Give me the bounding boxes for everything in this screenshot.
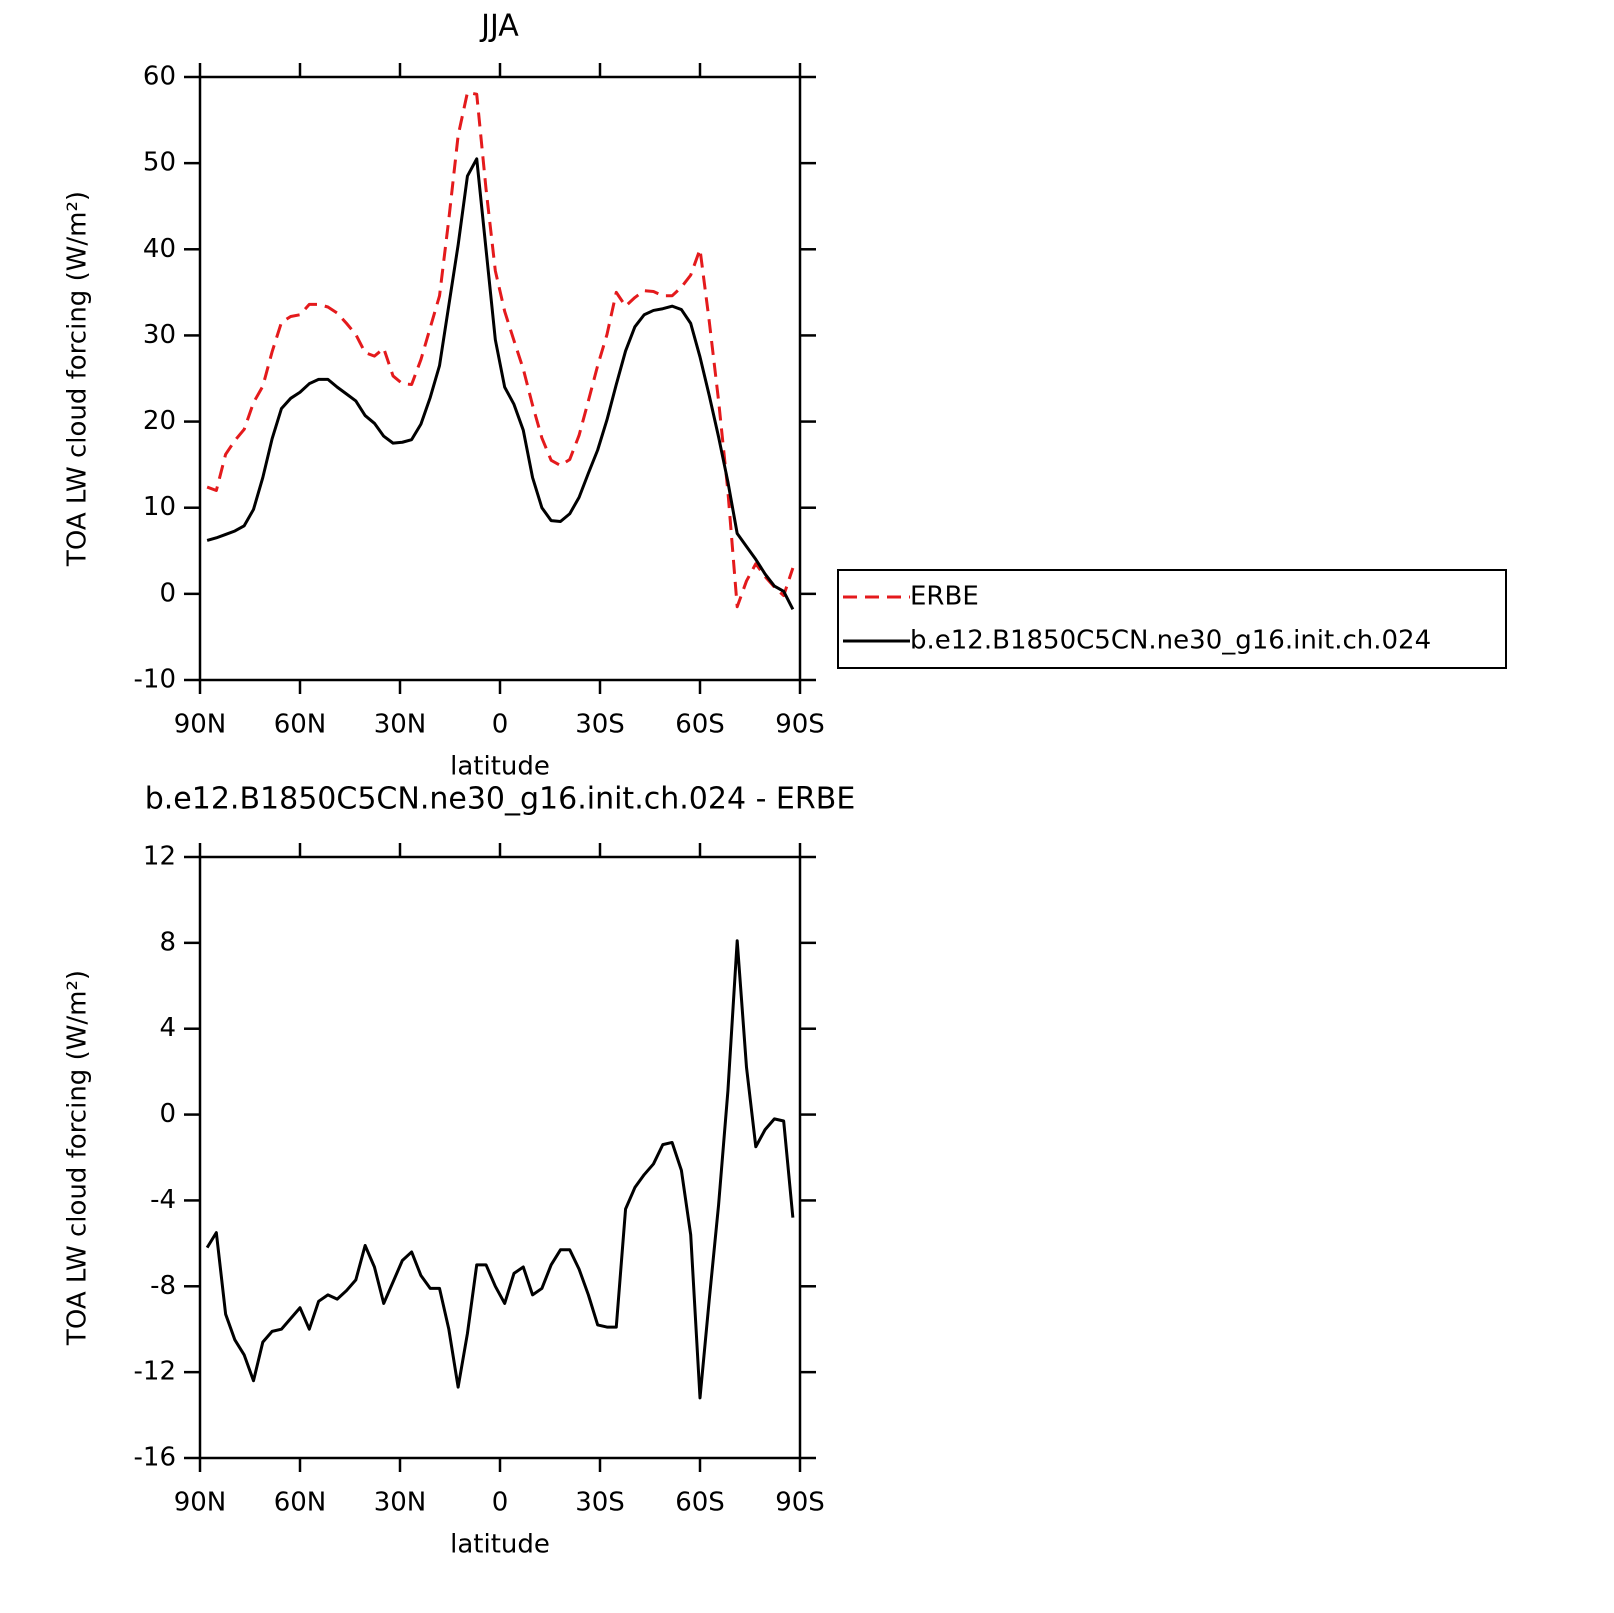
- x-tick-label: 0: [492, 1488, 509, 1518]
- x-tick-label: 30S: [575, 1488, 625, 1518]
- x-tick-label: 60S: [675, 1488, 725, 1518]
- y-tick-label: -16: [134, 1443, 176, 1473]
- y-axis-label: TOA LW cloud forcing (W/m²): [63, 191, 93, 567]
- x-tick-label: 90N: [174, 1488, 227, 1518]
- y-tick-label: 0: [159, 578, 176, 608]
- y-tick-label: 50: [143, 148, 176, 178]
- y-tick-label: -8: [150, 1271, 176, 1301]
- y-tick-label: 8: [159, 927, 176, 957]
- y-axis-label: TOA LW cloud forcing (W/m²): [63, 970, 93, 1346]
- x-tick-label: 30S: [575, 710, 625, 740]
- y-tick-label: -12: [134, 1357, 176, 1387]
- y-tick-label: 10: [143, 492, 176, 522]
- y-tick-label: -10: [134, 665, 176, 695]
- data-line: [206, 157, 795, 611]
- y-tick-label: 0: [159, 1099, 176, 1129]
- x-tick-label: 60S: [675, 710, 725, 740]
- y-tick-label: 30: [143, 320, 176, 350]
- x-tick-label: 30N: [374, 710, 427, 740]
- x-tick-label: 90S: [775, 1488, 825, 1518]
- legend-label: b.e12.B1850C5CN.ne30_g16.init.ch.024: [910, 626, 1431, 656]
- x-axis-label: latitude: [450, 752, 550, 782]
- x-tick-label: 0: [492, 710, 509, 740]
- data-line: [206, 91, 795, 609]
- chart-title: JJA: [479, 9, 519, 44]
- plot-frame: [198, 855, 802, 1460]
- x-tick-label: 90S: [775, 710, 825, 740]
- y-tick-label: 40: [143, 234, 176, 264]
- y-tick-label: 60: [143, 62, 176, 92]
- y-tick-label: 4: [159, 1013, 176, 1043]
- chart-title: b.e12.B1850C5CN.ne30_g16.init.ch.024 - E…: [145, 782, 856, 817]
- x-axis-label: latitude: [450, 1530, 550, 1560]
- legend-label: ERBE: [910, 582, 979, 612]
- x-tick-label: 60N: [274, 710, 327, 740]
- x-tick-label: 30N: [374, 1488, 427, 1518]
- legend-box: [837, 569, 1507, 669]
- x-tick-label: 60N: [274, 1488, 327, 1518]
- plot-frame: [198, 75, 802, 682]
- data-line: [205, 939, 795, 1400]
- x-tick-label: 90N: [174, 710, 227, 740]
- y-tick-label: 12: [143, 842, 176, 872]
- y-tick-label: 20: [143, 406, 176, 436]
- y-tick-label: -4: [150, 1185, 176, 1215]
